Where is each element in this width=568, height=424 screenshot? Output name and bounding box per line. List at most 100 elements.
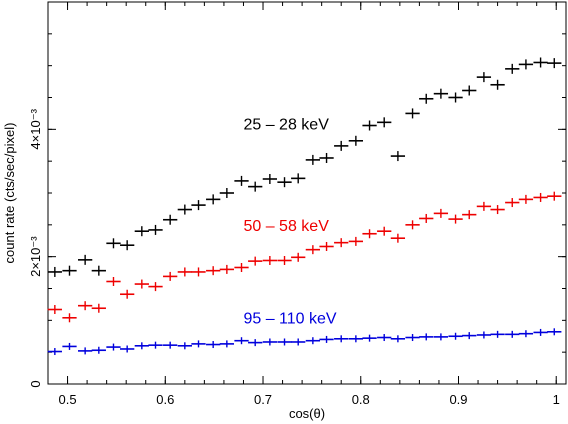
data-point — [148, 282, 163, 292]
x-tick-label: 0.7 — [254, 392, 272, 407]
data-point — [419, 93, 434, 104]
data-point — [248, 181, 263, 192]
data-point — [219, 340, 234, 348]
data-point — [433, 88, 449, 99]
data-point — [319, 241, 334, 251]
data-point — [518, 330, 534, 338]
series-label: 95 – 110 keV — [243, 311, 336, 328]
data-point — [319, 152, 334, 163]
data-point — [219, 188, 234, 198]
data-point — [91, 265, 106, 276]
axis-ticks — [47, 2, 566, 385]
data-point — [120, 240, 135, 251]
series-2 — [47, 191, 562, 323]
series-3 — [47, 328, 562, 356]
data-point — [405, 334, 420, 342]
data-point — [390, 151, 406, 162]
data-point — [106, 276, 121, 286]
data-point — [262, 255, 277, 265]
data-point — [206, 194, 221, 205]
data-point — [518, 59, 534, 70]
data-point — [362, 120, 377, 131]
data-point — [490, 205, 505, 215]
data-point — [533, 192, 548, 202]
data-point — [377, 117, 392, 128]
data-point — [78, 254, 93, 265]
y-tick-label: 2×10⁻³ — [28, 236, 43, 277]
data-point — [433, 208, 449, 218]
data-point — [262, 338, 277, 346]
data-point — [120, 289, 135, 299]
data-point — [448, 92, 463, 103]
data-point — [334, 238, 349, 248]
data-point — [291, 173, 306, 184]
data-point — [47, 348, 62, 356]
data-point — [305, 154, 320, 165]
data-point — [476, 201, 492, 211]
data-point — [148, 341, 163, 349]
data-point — [248, 256, 263, 266]
data-point — [547, 58, 562, 69]
data-point — [433, 333, 449, 341]
data-point — [362, 229, 377, 239]
data-point — [490, 330, 505, 338]
data-point — [177, 204, 192, 215]
data-point — [305, 337, 320, 345]
data-point — [419, 213, 434, 223]
series-1 — [47, 57, 562, 277]
data-point — [533, 57, 548, 68]
x-axis-title: cos(θ) — [289, 406, 325, 421]
data-point — [348, 135, 364, 146]
data-point — [47, 266, 62, 277]
x-tick-label: 0.6 — [156, 392, 174, 407]
x-tick-label: 0.8 — [352, 392, 370, 407]
data-point — [547, 328, 562, 336]
data-point — [234, 337, 249, 345]
data-point — [134, 226, 149, 237]
data-point — [348, 335, 364, 343]
data-point — [163, 271, 178, 281]
y-axis-title: count rate (cts/sec/pixel) — [2, 123, 17, 264]
data-point — [334, 335, 349, 343]
x-tick-label: 0.5 — [59, 392, 77, 407]
data-point — [305, 245, 320, 255]
data-point — [134, 342, 149, 350]
data-point — [448, 332, 463, 340]
data-point — [476, 331, 492, 339]
data-point — [47, 305, 62, 315]
data-point — [191, 340, 206, 348]
data-point — [419, 333, 434, 341]
data-point — [390, 335, 406, 343]
data-point — [547, 191, 562, 201]
data-point — [505, 63, 520, 74]
series-label: 25 – 28 keV — [243, 116, 329, 133]
data-point — [518, 194, 534, 204]
data-point — [505, 330, 520, 338]
data-point — [490, 79, 505, 90]
data-point — [405, 108, 420, 119]
data-point — [448, 214, 463, 224]
y-tick-label: 0 — [28, 380, 43, 387]
series-layer — [47, 57, 562, 356]
data-point — [163, 214, 178, 225]
data-point — [62, 342, 77, 350]
data-point — [277, 338, 292, 346]
data-point — [134, 279, 149, 289]
data-point — [277, 177, 292, 188]
data-point — [291, 252, 306, 262]
data-point — [91, 346, 106, 354]
data-point — [277, 255, 292, 265]
tick-labels: 0.5 0.6 0.7 0.8 0.9 1 0 2×10⁻³ 4×10⁻³ — [28, 108, 560, 407]
data-point — [348, 236, 364, 246]
data-point — [462, 85, 477, 96]
data-point — [163, 341, 178, 349]
data-point — [148, 224, 163, 235]
data-point — [319, 335, 334, 343]
series-label: 50 – 58 keV — [243, 218, 329, 235]
data-point — [206, 266, 221, 276]
data-point — [191, 200, 206, 211]
data-point — [106, 238, 121, 249]
data-point — [334, 140, 349, 151]
data-point — [177, 267, 192, 277]
data-point — [62, 265, 77, 276]
